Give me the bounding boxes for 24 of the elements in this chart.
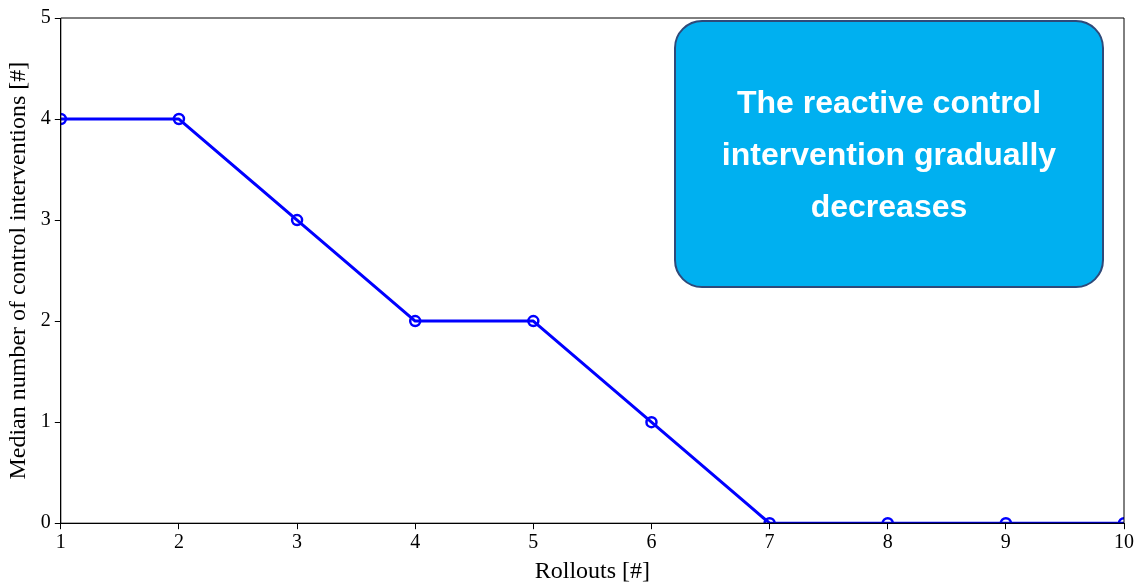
y-tick-label: 0 — [40, 510, 51, 533]
x-tick-label: 9 — [1000, 530, 1011, 553]
callout-box: The reactive control intervention gradually decreases — [674, 20, 1104, 288]
point — [290, 213, 304, 227]
point — [408, 314, 422, 328]
x-tick-label: 7 — [764, 530, 775, 553]
y-tick-label: 3 — [40, 207, 51, 230]
x-axis-title: Rollouts [#] — [534, 556, 651, 583]
y-tick-label: 2 — [40, 308, 51, 331]
y-axis-title: Median number of control interventions [#] — [3, 61, 30, 480]
x-tick-label: 8 — [882, 530, 893, 553]
y-tick-label: 1 — [40, 409, 51, 432]
x-tick-label: 1 — [55, 530, 66, 553]
point — [172, 112, 186, 126]
point — [527, 314, 540, 328]
y-tick-label: 4 — [40, 106, 51, 129]
y-tick-label: 5 — [40, 5, 51, 28]
point — [645, 415, 658, 429]
x-tick-label: 6 — [646, 530, 657, 553]
x-tick-label: 4 — [410, 530, 421, 553]
x-tick-label: 3 — [292, 530, 303, 553]
x-tick-label: 10 — [1114, 530, 1134, 553]
x-tick-label: 2 — [173, 530, 184, 553]
x-tick-label: 5 — [528, 530, 539, 553]
